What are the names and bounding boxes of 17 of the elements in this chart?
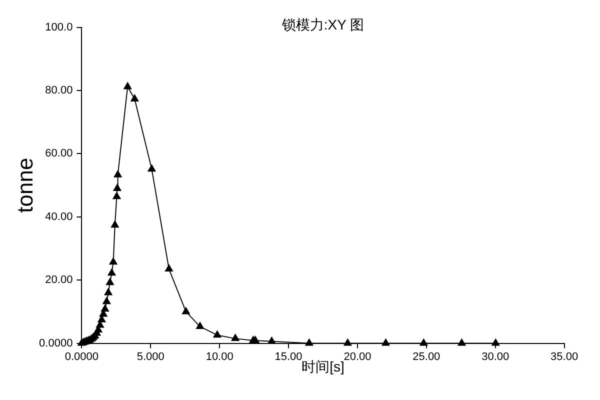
y-axis-title: tonne [12,158,38,213]
x-axis-title: 时间[s] [302,358,344,374]
chart-title: 锁模力:XY 图 [280,16,364,32]
y-tick-label: 100.0 [45,21,73,34]
x-tick-label: 5.000 [136,350,164,363]
x-tick-label: 15.00 [274,350,302,363]
y-tick-label: 80.00 [45,84,73,97]
x-tick-label: 0.0000 [64,350,99,363]
x-tick-label: 20.00 [344,350,372,363]
y-tick-label: 0.0000 [39,337,73,350]
x-tick-label: 30.00 [482,350,510,363]
y-tick-label: 20.00 [45,274,73,286]
y-tick-label: 60.00 [45,148,73,160]
x-tick-label: 10.00 [206,350,234,363]
x-tick-label: 25.00 [412,350,440,363]
x-tick-label: 35.00 [550,350,578,363]
y-tick-label: 40.00 [45,210,73,223]
